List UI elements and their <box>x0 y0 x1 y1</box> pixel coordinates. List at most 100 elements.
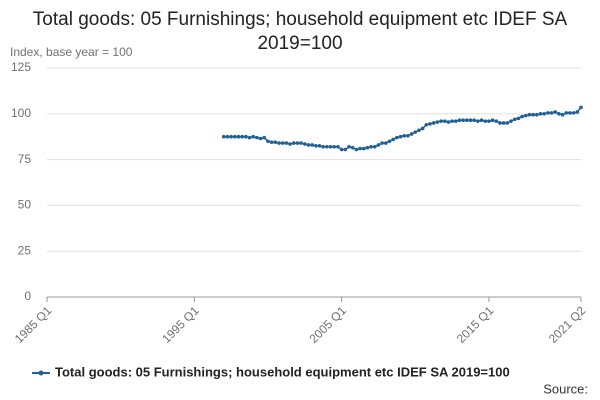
point <box>546 111 550 115</box>
point <box>542 112 546 116</box>
point <box>468 118 473 123</box>
point <box>557 112 561 116</box>
point <box>302 142 307 146</box>
point <box>258 136 263 141</box>
point <box>553 110 558 114</box>
point <box>483 119 488 123</box>
point <box>420 126 425 131</box>
point <box>328 144 333 149</box>
point <box>391 137 395 142</box>
point <box>354 147 359 152</box>
point <box>446 120 451 124</box>
point <box>372 144 377 149</box>
point <box>479 118 484 123</box>
point <box>221 134 226 139</box>
point <box>487 119 491 123</box>
point <box>509 119 513 123</box>
point <box>398 134 403 139</box>
point <box>233 134 237 139</box>
point <box>321 144 326 149</box>
point <box>501 121 506 125</box>
point <box>332 144 337 149</box>
point <box>361 146 366 151</box>
point <box>395 135 399 140</box>
point <box>579 105 583 110</box>
point <box>439 119 443 123</box>
point <box>350 145 355 150</box>
point <box>369 144 373 149</box>
y-tick-label: 50 <box>18 198 32 212</box>
point <box>365 145 370 150</box>
point <box>266 139 270 144</box>
point <box>564 111 569 115</box>
point <box>336 144 340 149</box>
point <box>442 119 447 123</box>
point <box>457 118 462 123</box>
x-tick-label: 2015 Q1 <box>454 303 497 346</box>
point <box>431 121 436 125</box>
point <box>472 118 477 123</box>
point <box>240 134 244 139</box>
source: Source: <box>543 381 588 396</box>
point <box>273 140 278 144</box>
point <box>531 112 535 117</box>
point <box>424 122 429 127</box>
point <box>310 143 314 147</box>
legend-label: Total goods: 05 Furnishings; household e… <box>55 364 510 379</box>
point <box>505 121 510 125</box>
legend-swatch-dot <box>38 370 44 376</box>
point <box>494 119 499 123</box>
point <box>291 141 296 145</box>
point <box>428 122 432 126</box>
point <box>325 144 329 149</box>
point <box>251 134 256 139</box>
point <box>295 141 300 145</box>
point <box>317 144 322 148</box>
point <box>413 130 418 134</box>
point <box>575 110 580 114</box>
point <box>461 118 465 123</box>
point <box>435 120 440 124</box>
x-tick-label: 2005 Q1 <box>307 303 350 346</box>
point <box>262 135 267 140</box>
point <box>417 128 421 133</box>
point <box>314 144 318 148</box>
point <box>450 119 454 123</box>
point <box>453 119 458 123</box>
point <box>387 139 392 144</box>
x-tick-label: 2021 Q2 <box>546 303 589 346</box>
point <box>560 112 565 117</box>
point <box>339 147 344 152</box>
point <box>247 135 252 140</box>
x-tick-label: 1985 Q1 <box>12 303 55 346</box>
y-tick-label: 125 <box>11 60 31 74</box>
point <box>498 121 502 125</box>
point <box>516 116 521 121</box>
point <box>406 133 410 138</box>
point <box>255 135 259 140</box>
point <box>277 141 281 145</box>
point <box>535 112 539 117</box>
y-tick-label: 25 <box>18 243 32 257</box>
point <box>476 119 480 123</box>
point <box>347 144 351 149</box>
y-axis-label: Index, base year = 100 <box>10 45 133 59</box>
point <box>523 113 528 118</box>
point <box>512 117 517 122</box>
point <box>358 146 362 151</box>
point <box>225 134 230 139</box>
point <box>384 141 388 145</box>
point <box>236 134 241 139</box>
y-tick-label: 75 <box>18 152 32 166</box>
point <box>284 141 289 145</box>
point <box>343 147 348 152</box>
y-tick-label: 100 <box>11 106 31 120</box>
point <box>527 112 532 117</box>
point <box>229 134 233 139</box>
point <box>380 141 384 145</box>
point <box>538 112 543 116</box>
point <box>465 118 469 123</box>
point <box>571 111 576 115</box>
